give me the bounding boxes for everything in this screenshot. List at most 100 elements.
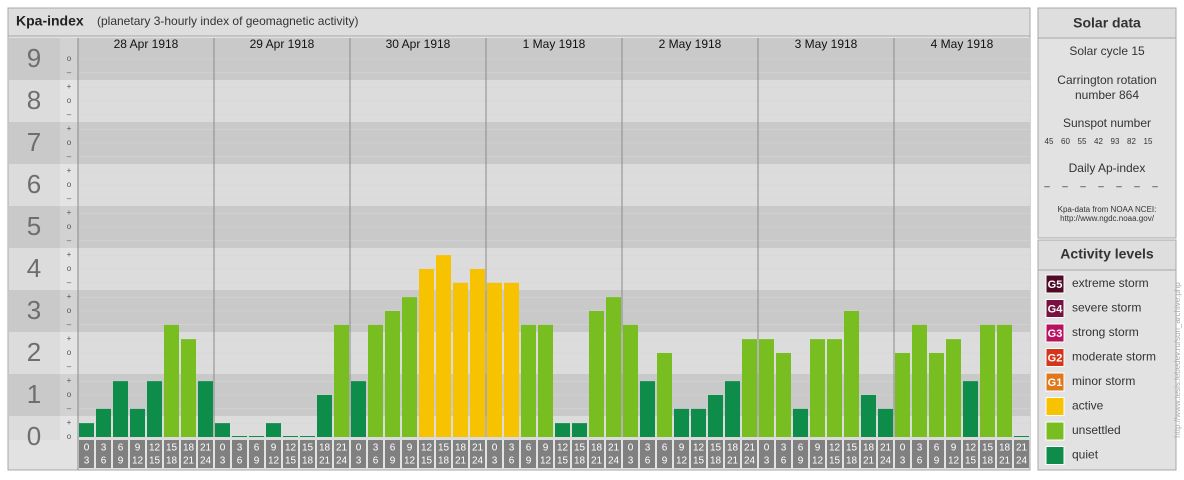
x-tick-label: 3 [764, 456, 770, 467]
hour-box [742, 440, 757, 468]
x-tick-label: 24 [608, 456, 620, 467]
x-tick-label: 18 [574, 456, 586, 467]
x-tick-label: 0 [84, 443, 90, 454]
x-tick-label: 9 [662, 456, 668, 467]
x-tick-label: 15 [982, 443, 994, 454]
x-tick-label: 18 [999, 443, 1011, 454]
band [60, 206, 78, 248]
x-tick-label: 18 [982, 456, 994, 467]
x-tick-label: 3 [645, 443, 651, 454]
x-tick-label: 3 [84, 456, 90, 467]
sunspot-label: Sunspot number [1063, 116, 1151, 130]
x-tick-label: 24 [472, 456, 484, 467]
bar [538, 324, 553, 437]
x-tick-label: 12 [948, 456, 960, 467]
minor-tick-label: – [67, 152, 72, 161]
y-tick-label: 1 [27, 379, 41, 409]
x-tick-label: 3 [101, 443, 107, 454]
hour-box [113, 440, 128, 468]
bar [844, 311, 859, 437]
hour-box [861, 440, 876, 468]
x-tick-label: 12 [421, 443, 433, 454]
x-tick-label: 6 [781, 456, 787, 467]
bar [436, 255, 451, 437]
x-tick-label: 21 [472, 443, 484, 454]
hour-box [776, 440, 791, 468]
bar [912, 324, 927, 437]
x-tick-label: 18 [438, 456, 450, 467]
band [9, 80, 60, 122]
minor-tick-label: + [67, 124, 72, 133]
x-tick-label: 6 [254, 443, 260, 454]
x-tick-label: 3 [917, 443, 923, 454]
minor-tick-label: o [67, 180, 72, 189]
x-tick-label: 9 [934, 456, 940, 467]
band [60, 416, 78, 440]
x-tick-label: 0 [356, 443, 362, 454]
bar [113, 381, 128, 437]
x-tick-label: 6 [373, 456, 379, 467]
bar [351, 381, 366, 437]
band [60, 164, 78, 206]
x-tick-label: 9 [271, 443, 277, 454]
band [60, 122, 78, 164]
x-tick-label: 12 [812, 456, 824, 467]
hour-box [912, 440, 927, 468]
bar [759, 339, 774, 437]
bar [283, 436, 298, 437]
ap-value: – [1044, 182, 1050, 193]
hour-box [147, 440, 162, 468]
minor-tick-label: + [67, 250, 72, 259]
x-tick-label: 12 [829, 443, 841, 454]
band [9, 290, 60, 332]
y-tick-label: 7 [27, 127, 41, 157]
minor-tick-label: o [67, 432, 72, 441]
bar [708, 395, 723, 437]
x-tick-label: 3 [781, 443, 787, 454]
hour-box [419, 440, 434, 468]
band [60, 38, 78, 80]
minor-tick-label: o [67, 306, 72, 315]
bar [963, 381, 978, 437]
sunspot-value: 55 [1078, 137, 1087, 146]
bar [623, 324, 638, 437]
sunspot-value: 60 [1061, 137, 1070, 146]
band [9, 38, 60, 80]
hour-box [266, 440, 281, 468]
bar [232, 436, 247, 437]
x-tick-label: 3 [373, 443, 379, 454]
x-tick-label: 21 [863, 456, 875, 467]
hour-box [164, 440, 179, 468]
minor-tick-label: o [67, 138, 72, 147]
level-swatch [1045, 323, 1065, 343]
level-code: G5 [1048, 279, 1063, 291]
bar [861, 395, 876, 437]
level-label: strong storm [1072, 325, 1139, 339]
band [60, 290, 78, 332]
bar [130, 408, 145, 437]
x-tick-label: 6 [509, 456, 515, 467]
x-tick-label: 3 [492, 456, 498, 467]
x-tick-label: 21 [319, 456, 331, 467]
bar [181, 339, 196, 437]
bar [742, 339, 757, 437]
x-tick-label: 24 [200, 456, 212, 467]
x-tick-label: 12 [557, 443, 569, 454]
day-label: 28 Apr 1918 [114, 37, 179, 51]
x-tick-label: 21 [608, 443, 620, 454]
x-tick-label: 21 [727, 456, 739, 467]
x-tick-label: 18 [183, 443, 195, 454]
hour-box [300, 440, 315, 468]
ap-value: – [1152, 182, 1158, 193]
hour-box [283, 440, 298, 468]
y-tick-label: 0 [27, 421, 41, 451]
x-tick-label: 12 [285, 443, 297, 454]
x-tick-label: 18 [319, 443, 331, 454]
hour-box [589, 440, 604, 468]
bar [419, 269, 434, 437]
x-tick-label: 21 [591, 456, 603, 467]
hour-box [929, 440, 944, 468]
x-tick-label: 24 [336, 456, 348, 467]
hour-box [317, 440, 332, 468]
bar [895, 353, 910, 437]
